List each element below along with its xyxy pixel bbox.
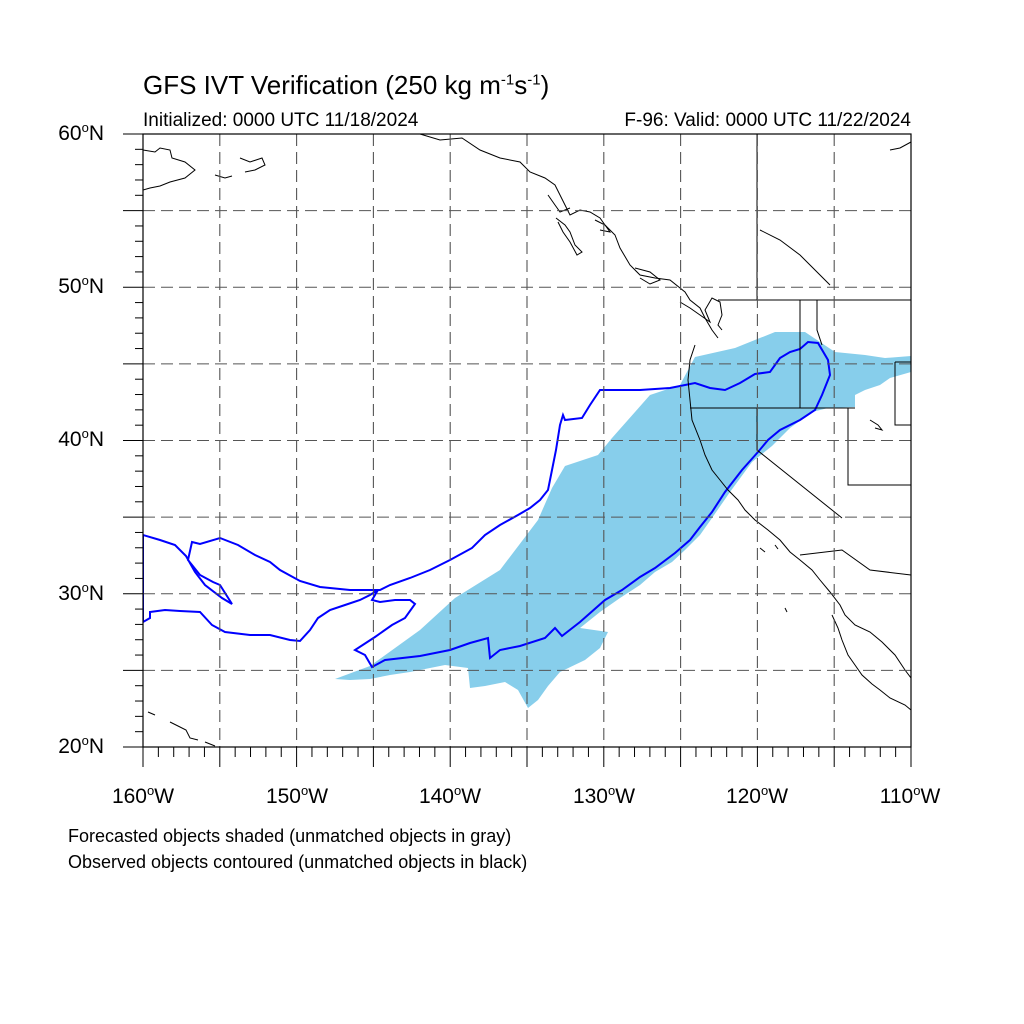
chart-title: GFS IVT Verification (250 kg m-1s-1): [143, 70, 550, 100]
initialized-time: Initialized: 0000 UTC 11/18/2024: [143, 110, 419, 131]
axis-ticks: [123, 133, 912, 767]
lon-label-140w: 140oW: [418, 783, 482, 808]
legend-observed: Observed objects contoured (unmatched ob…: [68, 852, 528, 872]
lat-lon-grid: [143, 134, 911, 747]
lat-label-30: 30oN: [58, 580, 104, 605]
lon-label-160w: 160oW: [111, 783, 175, 808]
lon-label-130w: 130oW: [572, 783, 636, 808]
observed-ivt-contour: [143, 340, 832, 669]
lon-label-120w: 120oW: [725, 783, 789, 808]
lat-label-60: 60oN: [58, 120, 104, 145]
forecast-ivt-object: [335, 332, 911, 708]
coastlines: [143, 134, 911, 747]
lat-label-40: 40oN: [58, 426, 104, 451]
lon-label-110w: 110oW: [879, 783, 941, 808]
lat-label-50: 50oN: [58, 273, 104, 298]
valid-time: F-96: Valid: 0000 UTC 11/22/2024: [624, 110, 911, 131]
lat-label-20: 20oN: [58, 733, 104, 758]
lon-label-150w: 150oW: [265, 783, 329, 808]
legend-forecast: Forecasted objects shaded (unmatched obj…: [68, 826, 512, 846]
